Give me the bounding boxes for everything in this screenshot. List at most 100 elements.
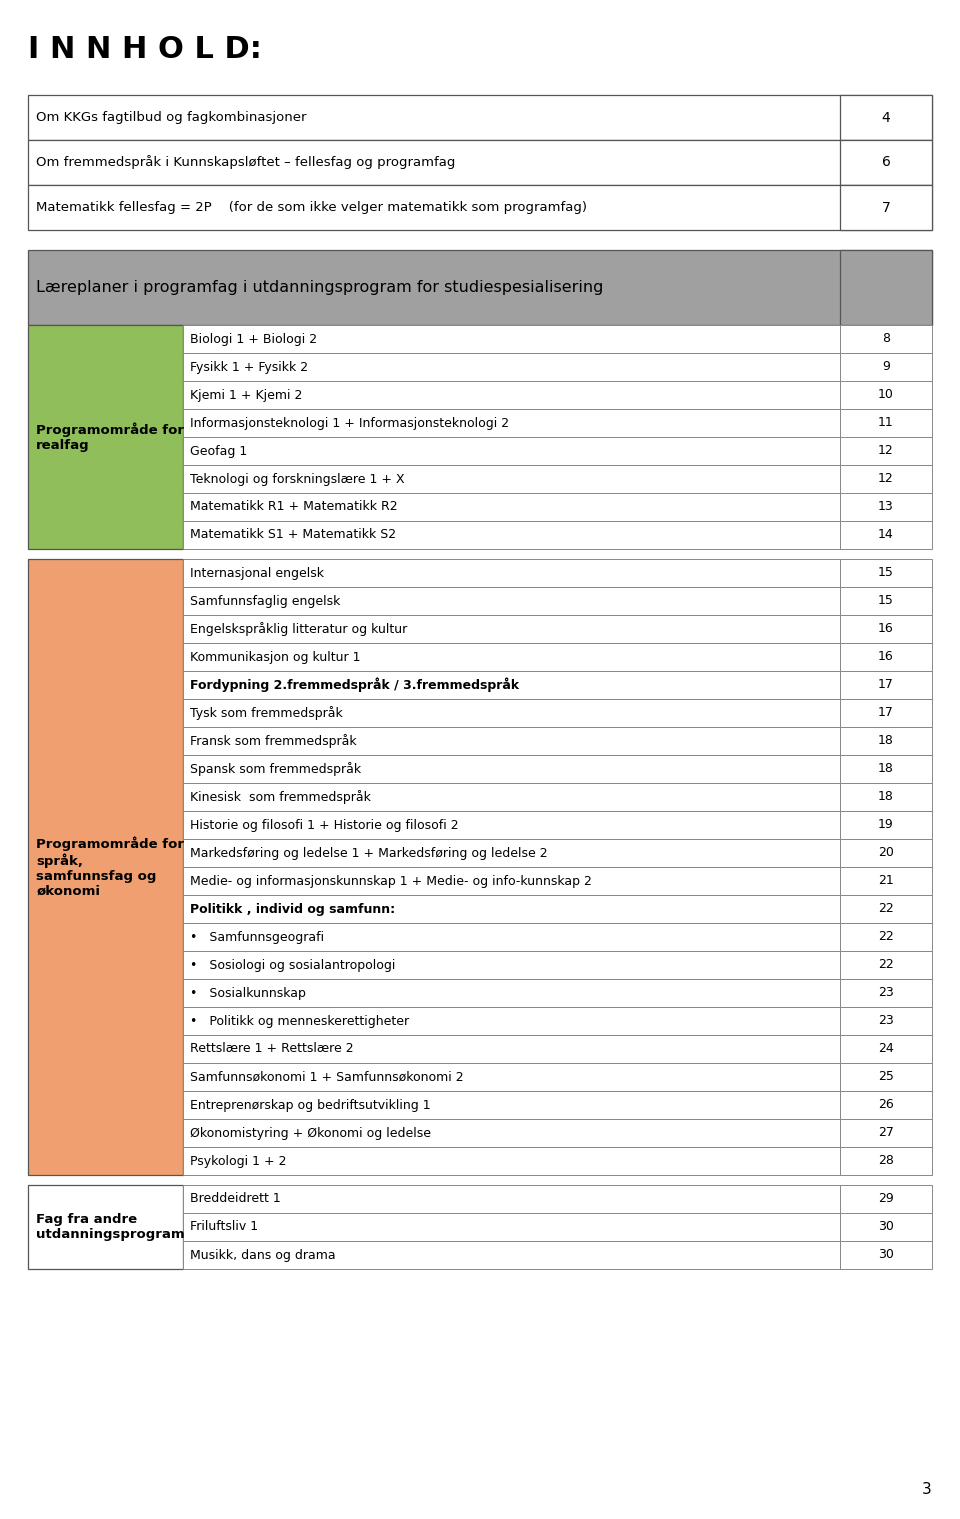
Bar: [183, 352, 840, 381]
Text: Biologi 1 + Biologi 2: Biologi 1 + Biologi 2: [190, 333, 317, 345]
Text: 16: 16: [878, 623, 894, 635]
Text: Tysk som fremmedspråk: Tysk som fremmedspråk: [190, 706, 343, 720]
Text: Samfunnsøkonomi 1 + Samfunnsøkonomi 2: Samfunnsøkonomi 1 + Samfunnsøkonomi 2: [190, 1071, 464, 1083]
Text: 12: 12: [878, 445, 894, 457]
Bar: [183, 615, 840, 643]
Bar: [183, 924, 840, 951]
Text: 30: 30: [878, 1249, 894, 1261]
Bar: [840, 755, 932, 782]
Text: 20: 20: [878, 846, 894, 860]
Text: Friluftsliv 1: Friluftsliv 1: [190, 1220, 258, 1233]
Bar: [183, 1185, 840, 1214]
Text: Internasjonal engelsk: Internasjonal engelsk: [190, 567, 324, 580]
Bar: [183, 728, 840, 755]
Bar: [183, 381, 840, 409]
Text: 27: 27: [878, 1127, 894, 1139]
Text: Fysikk 1 + Fysikk 2: Fysikk 1 + Fysikk 2: [190, 360, 308, 374]
Bar: [183, 980, 840, 1007]
Text: 8: 8: [882, 333, 890, 345]
Text: 26: 26: [878, 1098, 894, 1112]
Text: 3: 3: [923, 1483, 932, 1498]
Bar: [840, 437, 932, 465]
Bar: [840, 951, 932, 980]
Text: Politikk , individ og samfunn:: Politikk , individ og samfunn:: [190, 902, 396, 916]
Bar: [28, 96, 932, 140]
Bar: [183, 782, 840, 811]
Text: 12: 12: [878, 472, 894, 486]
Bar: [840, 352, 932, 381]
Text: 6: 6: [881, 155, 891, 170]
Bar: [183, 1007, 840, 1034]
Text: 16: 16: [878, 650, 894, 664]
Text: Samfunnsfaglig engelsk: Samfunnsfaglig engelsk: [190, 594, 341, 608]
Text: Fordypning 2.fremmedspråk / 3.fremmedspråk: Fordypning 2.fremmedspråk / 3.fremmedspr…: [190, 677, 519, 693]
Bar: [183, 1034, 840, 1063]
Bar: [28, 1185, 183, 1268]
Bar: [183, 1063, 840, 1091]
Bar: [28, 559, 183, 1176]
Text: Medie- og informasjonskunnskap 1 + Medie- og info-kunnskap 2: Medie- og informasjonskunnskap 1 + Medie…: [190, 875, 592, 887]
Bar: [183, 671, 840, 699]
Bar: [840, 643, 932, 671]
Text: 23: 23: [878, 986, 894, 1000]
Bar: [840, 1241, 932, 1268]
Text: 30: 30: [878, 1220, 894, 1233]
Text: Programområde for
realfag: Programområde for realfag: [36, 422, 184, 451]
Text: Matematikk S1 + Matematikk S2: Matematikk S1 + Matematikk S2: [190, 529, 396, 541]
Text: •   Sosialkunnskap: • Sosialkunnskap: [190, 986, 306, 1000]
Text: 22: 22: [878, 931, 894, 943]
Text: Kommunikasjon og kultur 1: Kommunikasjon og kultur 1: [190, 650, 361, 664]
Bar: [183, 867, 840, 895]
Bar: [183, 521, 840, 548]
Bar: [183, 1091, 840, 1120]
Text: 29: 29: [878, 1192, 894, 1206]
Bar: [183, 643, 840, 671]
Text: 18: 18: [878, 735, 894, 747]
Bar: [840, 867, 932, 895]
Bar: [840, 251, 932, 325]
Text: Rettslære 1 + Rettslære 2: Rettslære 1 + Rettslære 2: [190, 1042, 353, 1056]
Bar: [840, 185, 932, 229]
Text: 7: 7: [881, 201, 890, 214]
Text: 4: 4: [881, 111, 890, 125]
Bar: [840, 980, 932, 1007]
Bar: [840, 559, 932, 586]
Bar: [183, 755, 840, 782]
Bar: [840, 325, 932, 352]
Text: Programområde for
språk,
samfunnsfag og
økonomi: Programområde for språk, samfunnsfag og …: [36, 837, 184, 898]
Bar: [840, 699, 932, 728]
Bar: [840, 811, 932, 838]
Bar: [840, 586, 932, 615]
Bar: [840, 1034, 932, 1063]
Bar: [840, 381, 932, 409]
Bar: [183, 811, 840, 838]
Text: Psykologi 1 + 2: Psykologi 1 + 2: [190, 1154, 286, 1168]
Bar: [183, 1214, 840, 1241]
Bar: [183, 838, 840, 867]
Bar: [840, 728, 932, 755]
Bar: [183, 586, 840, 615]
Text: Matematikk R1 + Matematikk R2: Matematikk R1 + Matematikk R2: [190, 500, 397, 513]
Bar: [840, 1185, 932, 1214]
Bar: [183, 1147, 840, 1176]
Bar: [840, 838, 932, 867]
Text: Matematikk fellesfag = 2P    (for de som ikke velger matematikk som programfag): Matematikk fellesfag = 2P (for de som ik…: [36, 201, 587, 214]
Bar: [840, 615, 932, 643]
Bar: [840, 1147, 932, 1176]
Text: Informasjonsteknologi 1 + Informasjonsteknologi 2: Informasjonsteknologi 1 + Informasjonste…: [190, 416, 509, 430]
Text: Markedsføring og ledelse 1 + Markedsføring og ledelse 2: Markedsføring og ledelse 1 + Markedsføri…: [190, 846, 547, 860]
Text: 19: 19: [878, 819, 894, 831]
Bar: [183, 1120, 840, 1147]
Text: 23: 23: [878, 1015, 894, 1027]
Text: Geofag 1: Geofag 1: [190, 445, 248, 457]
Bar: [183, 895, 840, 924]
Text: Kjemi 1 + Kjemi 2: Kjemi 1 + Kjemi 2: [190, 389, 302, 401]
Text: 28: 28: [878, 1154, 894, 1168]
Text: 14: 14: [878, 529, 894, 541]
Text: 24: 24: [878, 1042, 894, 1056]
Text: Engelskspråklig litteratur og kultur: Engelskspråklig litteratur og kultur: [190, 621, 407, 636]
Bar: [840, 409, 932, 437]
Text: Økonomistyring + Økonomi og ledelse: Økonomistyring + Økonomi og ledelse: [190, 1127, 431, 1139]
Text: Fransk som fremmedspråk: Fransk som fremmedspråk: [190, 734, 356, 747]
Bar: [28, 185, 932, 229]
